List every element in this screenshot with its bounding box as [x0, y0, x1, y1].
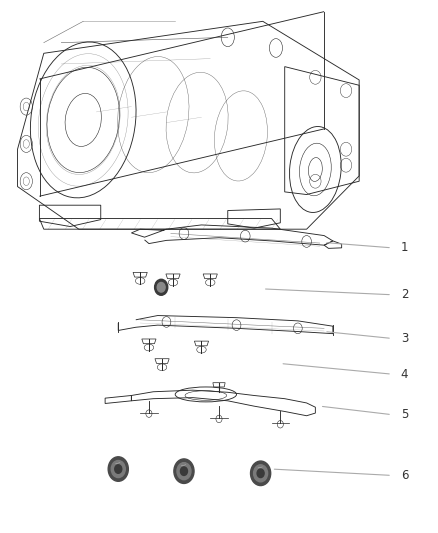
Circle shape	[251, 461, 271, 486]
Circle shape	[108, 457, 128, 481]
Text: 3: 3	[401, 332, 408, 345]
Text: 2: 2	[401, 288, 408, 301]
Circle shape	[115, 465, 122, 473]
Circle shape	[254, 465, 268, 482]
Circle shape	[177, 463, 191, 480]
Circle shape	[174, 459, 194, 483]
Text: 6: 6	[401, 469, 408, 482]
Circle shape	[111, 461, 125, 478]
Text: 1: 1	[401, 241, 408, 254]
Circle shape	[257, 469, 264, 478]
Text: 5: 5	[401, 408, 408, 421]
Text: 4: 4	[401, 368, 408, 381]
Circle shape	[155, 279, 168, 295]
Circle shape	[180, 467, 187, 475]
Circle shape	[157, 282, 165, 292]
